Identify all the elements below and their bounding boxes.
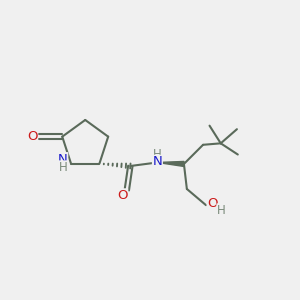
Text: N: N (152, 155, 162, 168)
Text: O: O (117, 189, 128, 202)
Text: H: H (58, 161, 67, 174)
Text: O: O (27, 130, 38, 143)
Text: O: O (207, 197, 218, 210)
Text: N: N (58, 153, 68, 166)
Polygon shape (158, 161, 184, 166)
Text: H: H (217, 204, 226, 217)
Text: H: H (153, 148, 162, 161)
